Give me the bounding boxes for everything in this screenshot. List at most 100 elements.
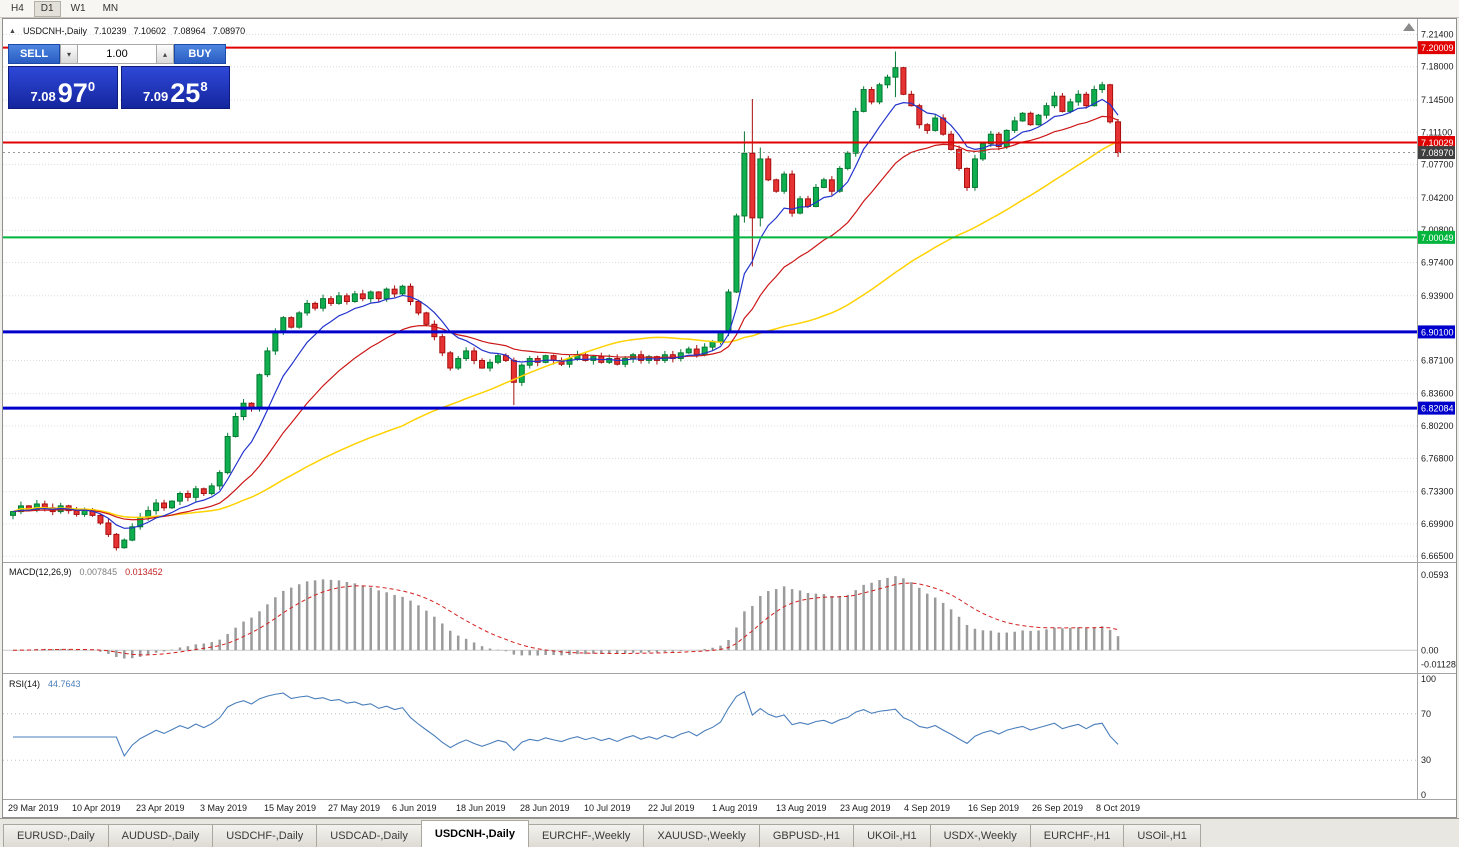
svg-text:-0.01128: -0.01128 — [1421, 660, 1456, 670]
timeframe-toolbar: H4 D1 W1 MN — [0, 0, 1459, 18]
svg-text:6.82084: 6.82084 — [1421, 404, 1454, 414]
chart-tab-audusd-daily[interactable]: AUDUSD-,Daily — [107, 824, 214, 847]
svg-text:3 May 2019: 3 May 2019 — [200, 803, 247, 813]
buy-price-display[interactable]: 7.09 25 8 — [120, 66, 230, 109]
rsi-value: 44.7643 — [48, 679, 81, 689]
svg-text:27 May 2019: 27 May 2019 — [328, 803, 380, 813]
svg-text:7.20009: 7.20009 — [1421, 43, 1454, 53]
svg-text:30: 30 — [1421, 755, 1431, 765]
svg-text:7.11100: 7.11100 — [1421, 127, 1452, 137]
timeframe-mn-button[interactable]: MN — [96, 1, 126, 17]
rsi-name: RSI(14) — [9, 679, 41, 689]
timeframe-w1-button[interactable]: W1 — [64, 1, 93, 17]
chart-tab-bar: EURUSD-,Daily AUDUSD-,Daily USDCHF-,Daily U… — [0, 818, 1459, 847]
svg-text:6.69900: 6.69900 — [1421, 519, 1454, 529]
chart-tab-eurchf-h1[interactable]: EURCHF-,H1 — [1029, 824, 1125, 847]
chart-tab-gbpusd-h1[interactable]: GBPUSD-,H1 — [758, 824, 855, 847]
chart-tab-xauusd-weekly[interactable]: XAUUSD-,Weekly — [643, 824, 760, 847]
svg-text:16 Sep 2019: 16 Sep 2019 — [968, 803, 1019, 813]
chart-tab-usoil-h1[interactable]: USOil-,H1 — [1123, 824, 1201, 847]
svg-text:7.10029: 7.10029 — [1421, 138, 1454, 148]
ask-price-head: 7.09 — [142, 89, 169, 105]
sell-price-display[interactable]: 7.08 97 0 — [8, 66, 118, 109]
trade-panel-controls: SELL ▾ ▴ BUY — [8, 44, 230, 64]
svg-text:7.14500: 7.14500 — [1421, 95, 1454, 105]
ma-slow-line — [12, 140, 1119, 519]
timeframe-h4-button[interactable]: H4 — [4, 1, 31, 17]
svg-text:23 Aug 2019: 23 Aug 2019 — [840, 803, 891, 813]
price-axis[interactable]: 7.21400 7.18000 7.14500 7.11100 7.07700 7.042… — [1418, 29, 1456, 800]
macd-histogram — [19, 576, 1120, 659]
svg-text:15 May 2019: 15 May 2019 — [264, 803, 316, 813]
buy-button[interactable]: BUY — [174, 44, 226, 64]
volume-decrease-button[interactable]: ▾ — [60, 44, 78, 64]
ma-mid-line — [12, 115, 1119, 521]
chart-ohlc-header: ▲ USDCNH-,Daily 7.10239 7.10602 7.08964 … — [9, 26, 245, 36]
svg-text:8 Oct 2019: 8 Oct 2019 — [1096, 803, 1140, 813]
chart-canvas[interactable]: 7.21400 7.18000 7.14500 7.11100 7.07700 7.042… — [3, 19, 1456, 817]
svg-text:7.21400: 7.21400 — [1421, 29, 1454, 39]
chart-symbol-label: USDCNH-,Daily — [22, 26, 87, 36]
chart-tab-eurchf-weekly[interactable]: EURCHF-,Weekly — [527, 824, 645, 847]
date-axis[interactable]: 29 Mar 2019 10 Apr 2019 23 Apr 2019 3 May 2… — [8, 803, 1140, 813]
svg-text:0: 0 — [1421, 790, 1426, 800]
svg-text:4 Sep 2019: 4 Sep 2019 — [904, 803, 950, 813]
svg-text:7.08970: 7.08970 — [1421, 148, 1454, 158]
chart-tab-usdcnh-daily[interactable]: USDCNH-,Daily — [420, 820, 529, 847]
price-tag — [1418, 325, 1455, 339]
svg-text:6.87100: 6.87100 — [1421, 355, 1454, 365]
svg-text:6.83600: 6.83600 — [1421, 389, 1454, 399]
svg-text:7.04200: 7.04200 — [1421, 193, 1454, 203]
timeframe-d1-button[interactable]: D1 — [33, 0, 61, 17]
price-tag — [1418, 230, 1455, 244]
chart-tab-eurusd-daily[interactable]: EURUSD-,Daily — [3, 824, 109, 847]
svg-text:7.00800: 7.00800 — [1421, 225, 1454, 235]
volume-increase-button[interactable]: ▴ — [156, 44, 174, 64]
macd-name: MACD(12,26,9) — [9, 567, 72, 577]
svg-text:6.93900: 6.93900 — [1421, 291, 1454, 301]
svg-text:18 Jun 2019: 18 Jun 2019 — [456, 803, 506, 813]
sell-button[interactable]: SELL — [8, 44, 60, 64]
price-tag — [1418, 41, 1455, 55]
svg-text:6 Jun 2019: 6 Jun 2019 — [392, 803, 437, 813]
ask-price-sup: 8 — [200, 79, 208, 94]
svg-text:6.73300: 6.73300 — [1421, 487, 1454, 497]
svg-text:1 Aug 2019: 1 Aug 2019 — [712, 803, 758, 813]
chart-tab-usdx-weekly[interactable]: USDX-,Weekly — [929, 824, 1031, 847]
bid-price-head: 7.08 — [30, 89, 56, 105]
rsi-line — [13, 690, 1119, 758]
svg-text:29 Mar 2019: 29 Mar 2019 — [8, 803, 59, 813]
volume-input[interactable] — [78, 44, 156, 64]
price-tag — [1418, 401, 1455, 415]
svg-text:23 Apr 2019: 23 Apr 2019 — [136, 803, 185, 813]
ask-price-big: 25 — [170, 78, 201, 109]
candlestick-series[interactable] — [10, 51, 1122, 551]
ohlc-open-value: 7.10239 — [93, 26, 127, 36]
svg-text:6.97400: 6.97400 — [1421, 258, 1454, 268]
svg-text:0.0593: 0.0593 — [1421, 570, 1449, 580]
chart-shift-marker[interactable] — [1403, 23, 1415, 31]
svg-text:13 Aug 2019: 13 Aug 2019 — [776, 803, 827, 813]
ohlc-low-value: 7.08964 — [173, 26, 206, 36]
svg-text:70: 70 — [1421, 709, 1431, 719]
chart-tab-usdcad-daily[interactable]: USDCAD-,Daily — [316, 824, 422, 847]
one-click-toggle-icon[interactable]: ▲ — [9, 27, 16, 35]
svg-text:6.80200: 6.80200 — [1421, 421, 1454, 431]
svg-text:10 Jul 2019: 10 Jul 2019 — [584, 803, 631, 813]
svg-text:28 Jun 2019: 28 Jun 2019 — [520, 803, 570, 813]
chart-tab-ukoil-h1[interactable]: UKOil-,H1 — [853, 824, 931, 847]
macd-indicator-label: MACD(12,26,9) 0.007845 0.013452 — [9, 567, 163, 577]
chart-tab-usdchf-daily[interactable]: USDCHF-,Daily — [212, 824, 318, 847]
svg-text:26 Sep 2019: 26 Sep 2019 — [1032, 803, 1083, 813]
bid-price-sup: 0 — [87, 79, 96, 94]
svg-text:7.18000: 7.18000 — [1421, 62, 1454, 72]
ohlc-close-value: 7.08970 — [212, 26, 246, 36]
svg-text:10 Apr 2019: 10 Apr 2019 — [72, 803, 121, 813]
chevron-up-icon: ▴ — [162, 49, 167, 59]
svg-text:7.07700: 7.07700 — [1421, 160, 1454, 170]
ohlc-high-value: 7.10602 — [133, 26, 167, 36]
macd-signal-line — [12, 582, 1119, 656]
svg-text:7.00049: 7.00049 — [1421, 233, 1454, 243]
chart-window[interactable]: 7.21400 7.18000 7.14500 7.11100 7.07700 7.042… — [2, 18, 1457, 818]
